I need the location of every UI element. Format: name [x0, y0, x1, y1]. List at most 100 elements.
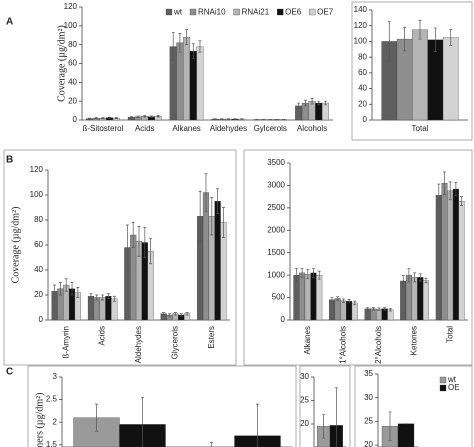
y-tick-label: 0: [281, 315, 286, 324]
bar: [412, 29, 428, 121]
error-bar: [387, 21, 391, 62]
y-tick-label: 80: [358, 52, 367, 61]
panel-label: B: [6, 155, 13, 166]
y-tick-label: 40: [34, 265, 43, 274]
x-tick-label: Acids: [135, 124, 155, 133]
bar: [304, 274, 311, 321]
error-bar: [448, 181, 452, 201]
y-tick-label: 30: [300, 372, 309, 381]
y-tick-label: 100: [64, 21, 78, 30]
error-bar: [311, 268, 315, 278]
error-bar: [418, 273, 422, 282]
bar: [411, 277, 418, 321]
legend-label: OE6: [285, 8, 302, 17]
legend-label: RNAi21: [242, 8, 270, 17]
x-tick-label: 1°Alcohols: [339, 326, 348, 364]
x-tick-label: Acids: [98, 326, 107, 346]
error-bar: [433, 27, 437, 52]
x-tick-label: Aldehydes: [134, 326, 143, 363]
bar: [452, 188, 459, 321]
error-bar: [233, 118, 237, 120]
error-bar: [143, 227, 147, 258]
y-tick-label: 25: [300, 396, 309, 405]
error-bar: [347, 299, 351, 304]
error-bar: [178, 33, 182, 53]
y-tick-label: 25: [364, 417, 373, 426]
bar: [447, 190, 454, 321]
y-tick-label: 80: [34, 215, 43, 224]
error-bar: [76, 287, 80, 298]
error-bar: [216, 188, 220, 215]
x-tick-label: Gylcerols: [254, 124, 287, 133]
legend-label: OE7: [317, 8, 334, 17]
bar: [340, 300, 347, 321]
y-tick-label: 20: [34, 290, 43, 299]
error-bar: [141, 396, 144, 447]
error-bar: [366, 307, 370, 311]
error-bar: [388, 411, 392, 441]
y-tick-label: 0: [39, 315, 44, 324]
bar: [334, 298, 341, 321]
x-tick-label: Aldehydes: [210, 124, 247, 133]
error-bar: [371, 307, 375, 311]
error-bar: [300, 268, 304, 278]
legend-swatch: [439, 384, 447, 392]
error-bar: [88, 117, 92, 120]
error-bar: [240, 118, 244, 120]
bar: [396, 38, 413, 121]
error-bar: [256, 403, 259, 447]
panel-frame: [243, 149, 473, 366]
error-bar: [136, 115, 140, 118]
bar: [316, 274, 323, 321]
x-tick-label: Glycerols: [171, 326, 180, 359]
y-tick-label: 35: [364, 369, 373, 378]
y-tick-label: 100: [354, 37, 368, 46]
error-bar: [210, 197, 214, 236]
y-tick-label: 1.5: [46, 440, 58, 447]
error-bar: [388, 307, 392, 312]
panel-frame: [27, 365, 297, 447]
error-bar: [131, 222, 135, 248]
error-bar: [112, 295, 116, 302]
error-bar: [341, 298, 345, 303]
error-bar: [418, 19, 422, 40]
y-tick-label: 20: [300, 419, 309, 428]
error-bar: [191, 43, 195, 60]
x-tick-label: 2°Alcohols: [374, 326, 383, 364]
y-tick-label: 140: [354, 5, 368, 14]
y-axis-label: Coverage (µg/dm²): [56, 25, 67, 102]
error-bar: [185, 29, 189, 46]
legend-swatch: [277, 8, 284, 16]
error-bar: [162, 312, 166, 316]
x-tick-label: Alkanes: [303, 326, 312, 354]
x-tick-label: Esters: [207, 326, 216, 349]
error-bar: [220, 118, 224, 120]
y-tick-label: 0: [363, 115, 368, 124]
x-tick-label: ß-Sitosterol: [82, 124, 123, 133]
panel-frame: [351, 1, 473, 141]
error-bar: [185, 312, 189, 316]
bar: [417, 277, 424, 321]
error-bar: [221, 207, 225, 238]
error-bar: [89, 293, 93, 300]
error-bar: [137, 225, 141, 257]
error-bar: [443, 171, 447, 195]
error-bar: [322, 414, 326, 439]
y-tick-label: 20: [364, 440, 373, 447]
bar: [214, 201, 221, 321]
bar: [111, 298, 118, 321]
error-bar: [449, 29, 453, 46]
error-bar: [94, 117, 98, 119]
y-tick-label: 60: [358, 68, 367, 77]
legend-label: RNAi10: [198, 8, 226, 17]
bar: [442, 37, 459, 121]
panel-frame: [354, 365, 473, 447]
y-tick-label: 60: [34, 240, 43, 249]
error-bar: [336, 296, 340, 301]
error-bar: [198, 40, 202, 53]
legend-label: wt: [173, 8, 183, 17]
error-bar: [454, 181, 458, 197]
error-bar: [297, 102, 301, 110]
error-bar: [377, 307, 381, 311]
error-bar: [149, 115, 153, 118]
